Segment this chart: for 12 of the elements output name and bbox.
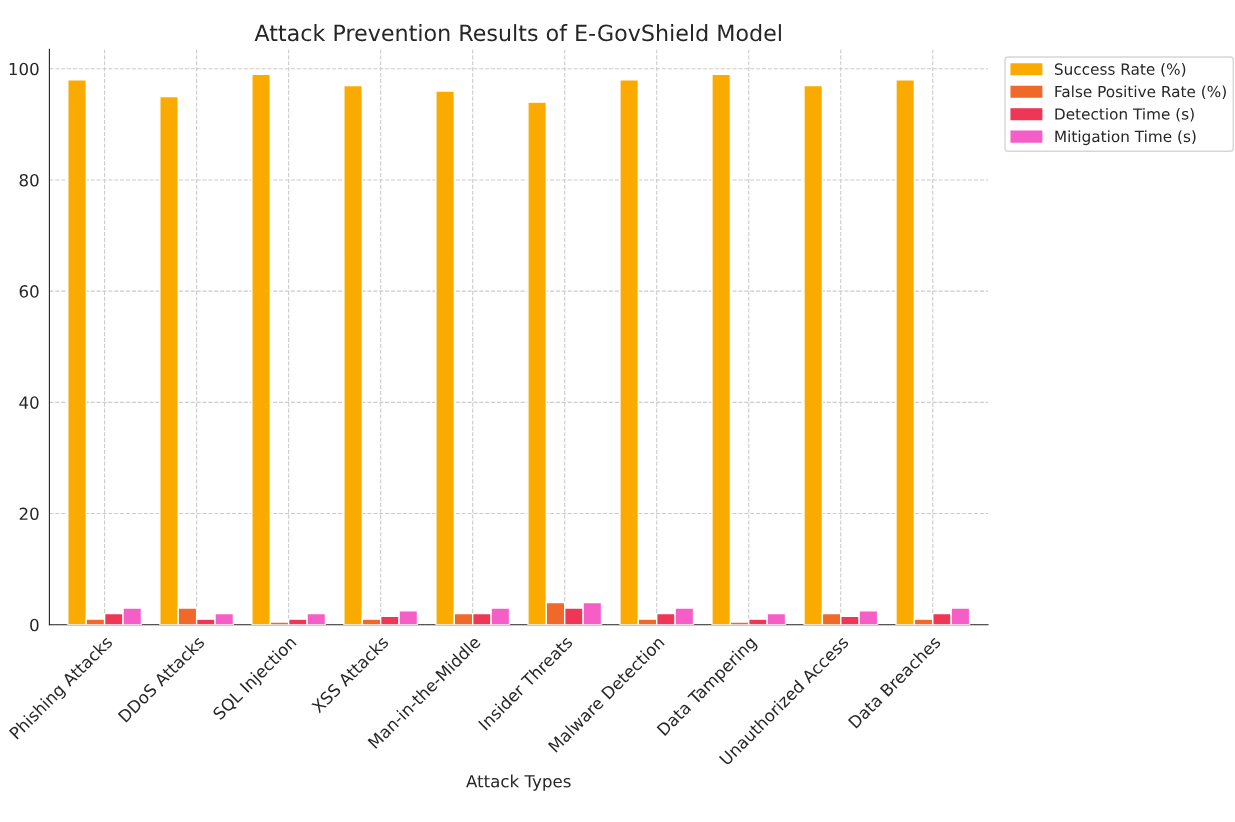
- y-tick-label: 60: [19, 285, 39, 298]
- chart-title: Attack Prevention Results of E-GovShield Model: [254, 24, 781, 42]
- legend-label: Mitigation Time (s): [1055, 130, 1196, 146]
- y-tick-label: 100: [9, 62, 39, 76]
- legend-label: Success Rate (%): [1054, 63, 1186, 77]
- y-tick-label: 40: [19, 396, 39, 409]
- x-axis-title: Attack Types: [466, 774, 571, 791]
- y-tick-label: 0: [30, 618, 39, 632]
- y-tick-label: 80: [19, 173, 39, 187]
- legend-label: False Positive Rate (%): [1055, 85, 1226, 100]
- y-tick-label: 20: [19, 507, 39, 521]
- legend-label: Detection Time (s): [1055, 107, 1194, 122]
